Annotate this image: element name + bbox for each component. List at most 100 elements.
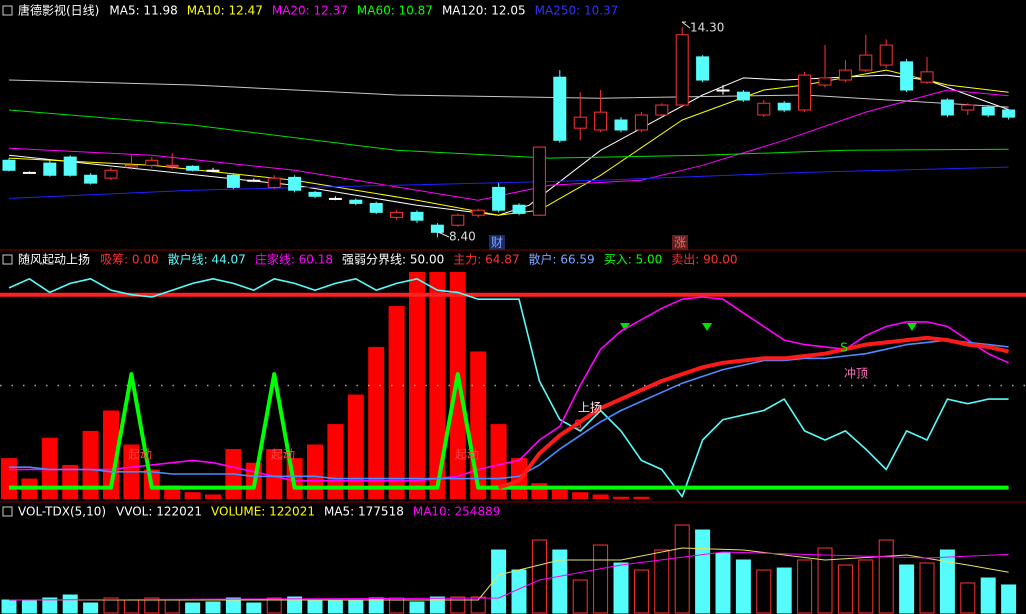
legend-item: VVOL: 122021 — [116, 505, 202, 519]
volume-bar — [695, 529, 711, 614]
bar — [205, 494, 221, 499]
candle-body — [757, 102, 771, 116]
candle-body — [43, 162, 57, 176]
volume-bar — [817, 547, 833, 614]
volume-bar — [776, 567, 792, 614]
volume-bar — [42, 597, 58, 614]
volume-bar — [491, 549, 507, 614]
volume-bar — [960, 582, 976, 614]
volume-bar — [185, 602, 201, 614]
candle-body — [226, 174, 240, 188]
candle-body — [961, 104, 975, 111]
annotation: 8.40 — [449, 230, 476, 244]
volume-bar — [919, 562, 935, 614]
volume-bar — [593, 544, 609, 614]
volume-bar — [531, 539, 547, 614]
annotation: 财 — [491, 236, 503, 250]
legend-item: 主力: 64.87 — [453, 253, 519, 267]
volume-bar — [633, 569, 649, 614]
candle-body — [349, 199, 363, 204]
signal-triangle — [702, 323, 712, 331]
volume-bar — [21, 599, 37, 614]
candle-body — [22, 171, 36, 174]
candle-body — [247, 179, 261, 182]
legend-item: MA20: 12.37 — [272, 4, 348, 18]
candle-body — [512, 204, 526, 214]
candle-body — [838, 69, 852, 81]
annotation: 上扬 — [578, 400, 602, 415]
annotation: 14.30 — [690, 21, 724, 35]
bar — [347, 394, 364, 499]
candle-body — [390, 211, 404, 218]
series-line — [8, 89, 1009, 201]
bar — [368, 346, 385, 499]
volume-bar — [1001, 584, 1017, 614]
label-box — [489, 235, 505, 250]
candle-body — [410, 211, 424, 221]
legend-item: 强弱分界线: 50.00 — [342, 253, 444, 267]
volume-bar — [348, 599, 364, 614]
volume-bar — [980, 577, 996, 614]
bar — [1, 458, 17, 499]
legend-item: 散户: 66.59 — [528, 252, 594, 267]
volume-bar — [287, 596, 303, 614]
candle-body — [696, 56, 710, 81]
candle-body — [430, 224, 444, 233]
volume-bar — [368, 597, 384, 614]
candle-body — [716, 89, 730, 92]
candle-body — [981, 106, 995, 116]
volume-bar — [327, 599, 343, 614]
annotation: 起动 — [271, 448, 295, 462]
panel-icon — [2, 254, 13, 265]
volume-bar — [246, 602, 262, 614]
candle-body — [2, 159, 16, 171]
signal-triangle — [907, 323, 917, 331]
bar — [551, 489, 568, 499]
bar — [572, 492, 589, 499]
volume-bar — [654, 549, 670, 614]
annotation: 起动 — [128, 448, 152, 462]
legend-item: MA60: 10.87 — [357, 4, 433, 18]
series-line — [8, 551, 1009, 601]
volume-bar — [572, 579, 588, 614]
candle-body — [206, 169, 220, 172]
legend-item: VOLUME: 122021 — [211, 505, 315, 519]
candle-body — [186, 165, 200, 171]
bar — [490, 424, 507, 499]
series-line — [9, 372, 1009, 490]
candle-body — [573, 116, 587, 129]
bar — [184, 492, 201, 499]
volume-bar — [266, 597, 282, 614]
legend-item: MA5: 11.98 — [109, 4, 177, 18]
series-line — [8, 278, 1009, 498]
candle-body — [614, 119, 628, 131]
panel-icon — [2, 506, 13, 517]
candle-body — [84, 174, 98, 184]
candle-body — [63, 156, 77, 176]
arrow — [681, 21, 691, 29]
legend-item: 散户线: 44.07 — [168, 252, 246, 267]
panel-icon — [2, 5, 13, 16]
candle-body — [594, 111, 608, 131]
panel-title: VOL-TDX(5,10) — [18, 505, 106, 519]
candle-body — [859, 54, 873, 71]
volume-bar — [144, 597, 160, 614]
annotation: 冲顶 — [844, 366, 868, 381]
candle-body — [124, 164, 138, 168]
bar — [62, 464, 79, 499]
annotation: 涨 — [674, 235, 686, 250]
candle-body — [145, 159, 159, 166]
bar — [449, 272, 466, 499]
volume-bar — [899, 564, 915, 614]
volume-bar — [797, 559, 813, 614]
volume-bar — [470, 596, 486, 614]
candle-body — [655, 104, 669, 116]
bar — [103, 410, 119, 499]
candle-body — [1002, 109, 1016, 118]
annotation: 起动 — [455, 448, 479, 462]
candle-body — [288, 176, 302, 191]
volume-bar — [837, 564, 853, 614]
candle-body — [328, 197, 342, 200]
bar — [633, 496, 650, 499]
candle-body — [675, 34, 689, 106]
